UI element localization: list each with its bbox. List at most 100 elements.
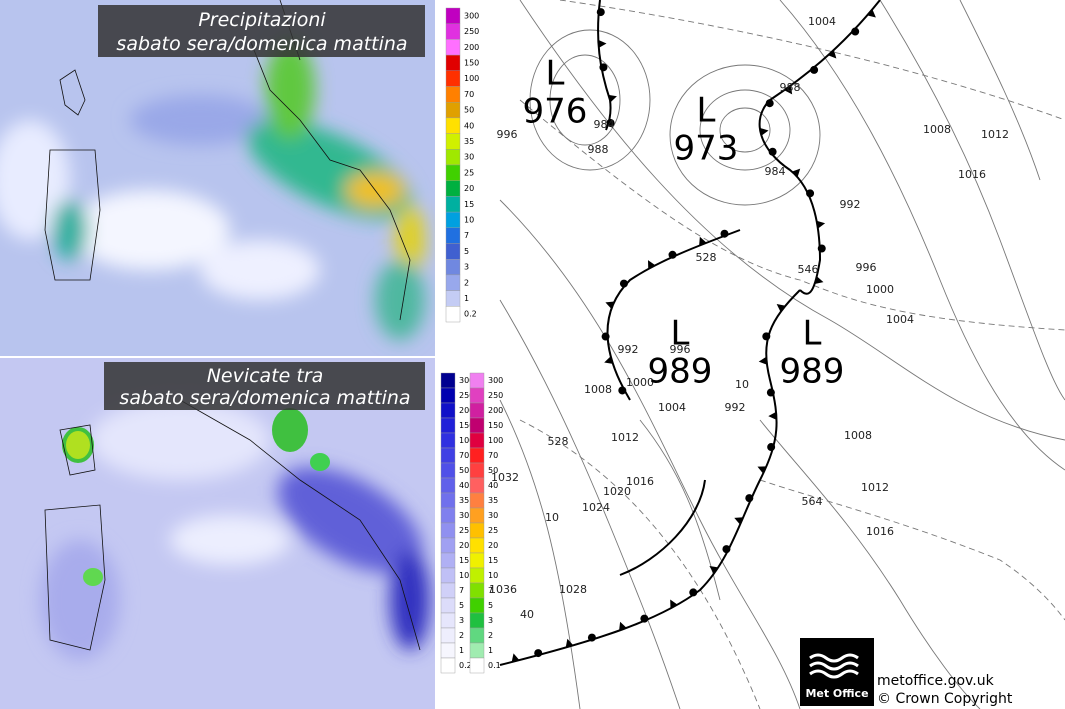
front-triangle: [598, 39, 607, 48]
isobar-label: 564: [802, 495, 823, 508]
front-semicircle: [601, 332, 610, 341]
scale-label: 35: [464, 137, 474, 146]
isobar-label: 1012: [861, 481, 889, 494]
scale-label: 7: [488, 586, 493, 595]
isobar-label: 1032: [491, 471, 519, 484]
scale-swatch: [469, 612, 485, 629]
scale-swatch: [440, 492, 456, 509]
front-triangle: [757, 466, 767, 474]
scale-swatch: [445, 306, 461, 323]
scale-label: 200: [464, 43, 479, 52]
front-triangle: [759, 127, 769, 136]
front-triangle: [734, 517, 744, 525]
scale-label: 30: [459, 511, 469, 520]
front-triangle: [827, 49, 837, 59]
scale-label: 7: [464, 231, 469, 240]
isobar-label: 988: [588, 143, 609, 156]
scale-label: 10: [459, 571, 469, 580]
scale-swatch: [445, 101, 461, 119]
scale-swatch: [445, 290, 461, 307]
scale-swatch: [440, 642, 456, 659]
scale-swatch: [445, 259, 461, 276]
scale-swatch: [445, 211, 461, 229]
low-symbol: L: [803, 314, 822, 354]
scale-swatch: [469, 642, 485, 659]
low-pressure: 989: [648, 352, 713, 392]
scale-swatch: [469, 582, 485, 599]
scale-label: 20: [459, 541, 469, 550]
scale-label: 15: [488, 556, 498, 565]
scale-swatch: [445, 180, 461, 197]
front-triangle: [784, 85, 793, 95]
scale-swatch: [469, 567, 485, 584]
snow-map: [0, 358, 435, 709]
scale-label: 25: [464, 168, 474, 177]
scale-swatch: [445, 70, 461, 87]
scale-label: 1: [459, 646, 464, 655]
front-triangle: [608, 94, 617, 103]
front-triangle: [604, 356, 613, 364]
scale-label: 150: [488, 421, 503, 430]
logo-text: Met Office: [805, 687, 868, 700]
isobar-label: 10: [735, 378, 749, 391]
isobar-label: 992: [840, 198, 861, 211]
front-triangle: [670, 599, 678, 609]
scale-swatch: [440, 372, 456, 389]
isobar-label: 1016: [958, 168, 986, 181]
scale-label: 300: [459, 376, 474, 385]
scale-swatch: [445, 196, 461, 213]
isobar-label: 1004: [658, 401, 686, 414]
low-symbol: L: [697, 91, 716, 131]
scale-label: 100: [459, 436, 474, 445]
front-semicircle: [806, 189, 815, 198]
scale-label: 70: [488, 451, 498, 460]
front-semicircle: [767, 443, 776, 452]
scale-label: 40: [459, 481, 469, 490]
scale-swatch: [469, 477, 485, 494]
front-semicircle: [817, 244, 826, 253]
scale-swatch: [469, 552, 485, 569]
title-line: sabato sera/domenica mattina: [119, 387, 410, 409]
scale-swatch: [440, 657, 456, 674]
front-semicircle: [851, 27, 860, 36]
scale-swatch: [469, 627, 485, 644]
title-box: [104, 362, 425, 410]
isobar-label: 992: [725, 401, 746, 414]
credit: metoffice.gov.uk: [877, 673, 995, 689]
scale-label: 50: [464, 106, 474, 115]
isobar-label: 984: [594, 118, 615, 131]
front-semicircle: [640, 614, 649, 623]
scale-swatch: [469, 537, 485, 554]
scale-swatch: [445, 23, 461, 40]
scale-label: 200: [488, 406, 503, 415]
scale-swatch: [469, 657, 485, 674]
scale-label: 35: [488, 496, 498, 505]
isobar-label: 1012: [981, 128, 1009, 141]
scale-swatch: [440, 447, 456, 464]
isobar-label: 1000: [626, 376, 654, 389]
front-triangle: [699, 236, 707, 246]
isobar-label: 992: [618, 343, 639, 356]
scale-label: 5: [464, 247, 469, 256]
isobar-label: 546: [798, 263, 819, 276]
scale-label: 1: [488, 646, 493, 655]
scale-label: 150: [464, 58, 479, 67]
isobar-label: 996: [670, 343, 691, 356]
front-semicircle: [606, 118, 615, 127]
scale-swatch: [445, 39, 461, 56]
scale-label: 0.1: [488, 661, 501, 670]
front-semicircle: [689, 588, 698, 597]
scale-label: 100: [488, 436, 503, 445]
isobar-label: 996: [856, 261, 877, 274]
front-semicircle: [745, 494, 754, 503]
scale-swatch: [440, 417, 456, 434]
scale-label: 50: [459, 466, 469, 475]
title-line: Nevicate tra: [207, 365, 324, 387]
front-semicircle: [768, 147, 777, 156]
scale-label: 25: [488, 526, 498, 535]
front-semicircle: [720, 229, 729, 238]
scale-swatch: [469, 522, 485, 539]
scale-swatch: [440, 612, 456, 629]
front-triangle: [867, 9, 876, 18]
